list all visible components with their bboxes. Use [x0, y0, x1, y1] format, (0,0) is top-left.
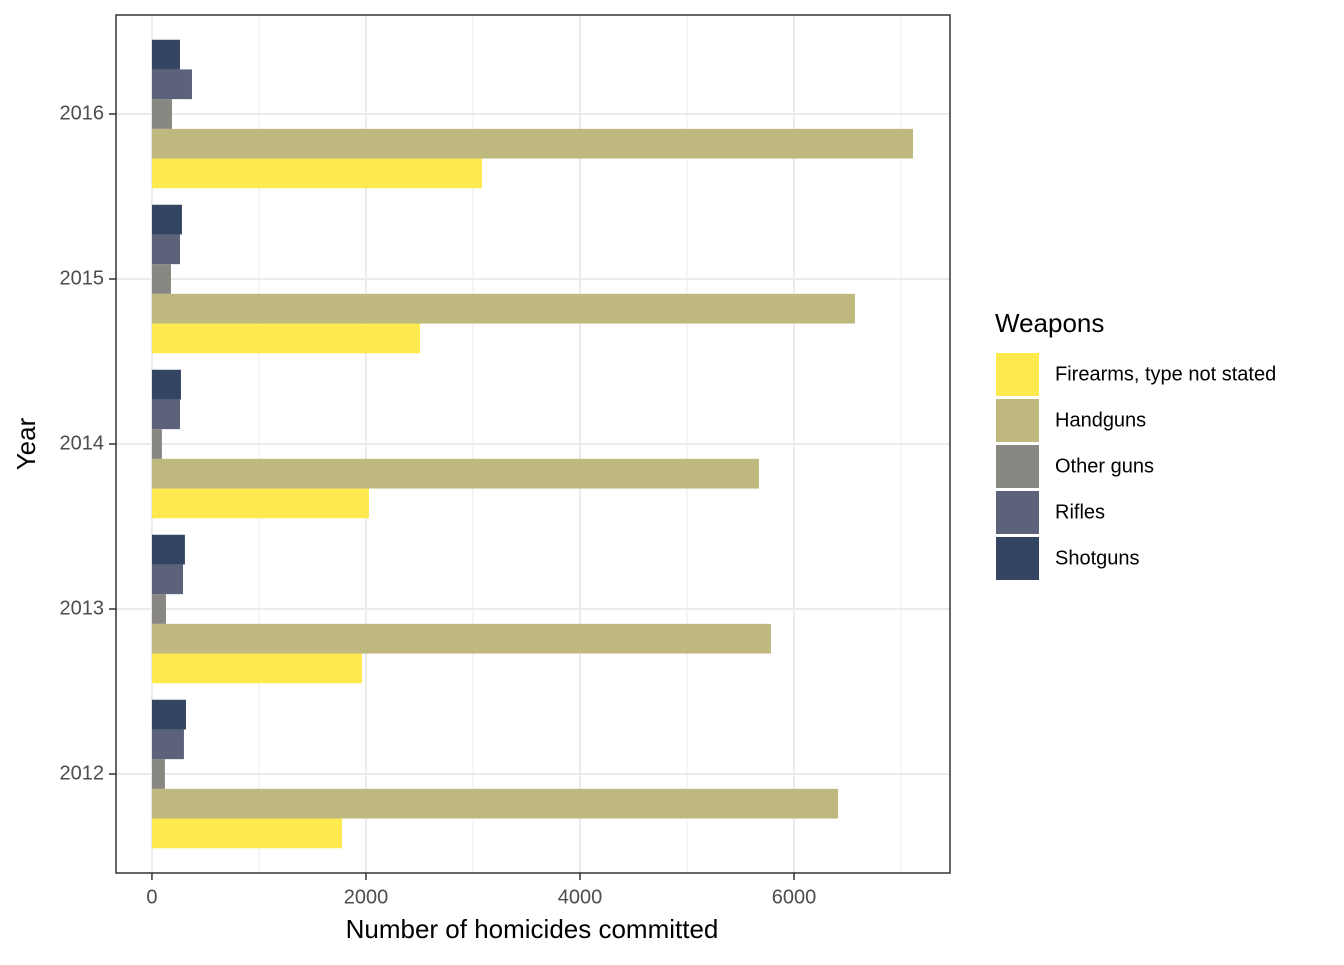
legend-key — [996, 399, 1039, 442]
y-tick-label: 2014 — [60, 432, 105, 454]
y-tick-label: 2015 — [60, 267, 105, 289]
bar — [151, 534, 185, 565]
x-tick-label: 0 — [146, 886, 157, 908]
bar — [151, 69, 192, 100]
bar — [151, 699, 186, 730]
bar — [151, 788, 838, 819]
bar — [151, 564, 183, 595]
bar — [151, 323, 421, 354]
x-tick-label: 6000 — [772, 886, 817, 908]
legend-label: Other guns — [1055, 455, 1154, 477]
bar — [151, 293, 855, 324]
legend-label: Rifles — [1055, 501, 1105, 523]
y-tick-label: 2013 — [60, 597, 105, 619]
bar — [151, 264, 172, 294]
bar — [151, 623, 771, 654]
bar — [151, 818, 342, 849]
legend-label: Handguns — [1055, 409, 1146, 431]
legend-key — [996, 491, 1039, 534]
bar — [151, 158, 482, 189]
bar — [151, 488, 369, 519]
bar — [151, 369, 181, 400]
bar — [151, 653, 363, 684]
legend-label: Shotguns — [1055, 547, 1140, 569]
x-tick-label: 2000 — [344, 886, 389, 908]
bar — [151, 204, 182, 235]
y-tick-label: 2016 — [60, 102, 105, 124]
plot-border — [115, 14, 951, 874]
x-axis-title: Number of homicides committed — [346, 914, 719, 944]
x-tick-label: 4000 — [558, 886, 603, 908]
bar — [151, 458, 759, 489]
legend-title: Weapons — [995, 308, 1104, 338]
bar — [151, 128, 913, 159]
y-tick-label: 2012 — [60, 762, 105, 784]
bar — [151, 429, 162, 459]
legend-key — [996, 353, 1039, 396]
bar — [151, 399, 180, 430]
bar — [151, 234, 180, 265]
bar — [151, 759, 165, 789]
bar — [151, 594, 166, 624]
bar — [151, 99, 172, 129]
y-axis-title: Year — [11, 417, 41, 470]
bar — [151, 39, 180, 70]
legend-key — [996, 445, 1039, 488]
bar — [151, 729, 184, 760]
legend-label: Firearms, type not stated — [1055, 363, 1276, 385]
legend-key — [996, 537, 1039, 580]
